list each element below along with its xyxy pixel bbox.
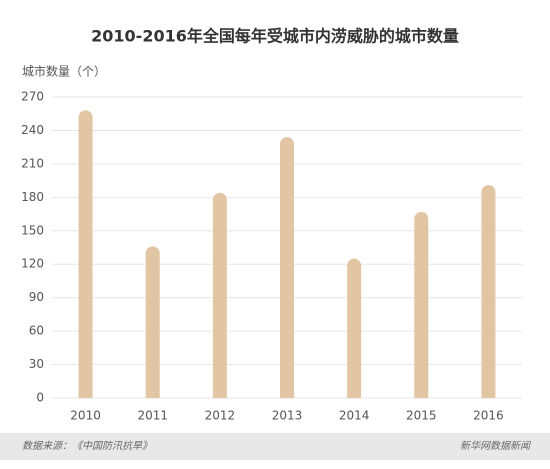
y-tick-label: 180 [21,190,44,204]
x-tick-label: 2012 [205,409,236,423]
x-tick-label: 2016 [473,409,504,423]
bar [145,246,160,398]
x-tick-label: 2011 [137,409,168,423]
chart-title: 2010-2016年全国每年受城市内涝威胁的城市数量 [91,27,459,46]
footer-band [0,433,550,460]
y-tick-label: 270 [21,90,44,104]
y-axis-label: 城市数量（个） [22,64,106,79]
x-tick-label: 2013 [272,409,303,423]
bar [347,258,362,398]
source: 数据来源：《中国防汛抗旱》 [22,440,152,452]
y-tick-label: 0 [36,391,44,405]
x-tick-label: 2010 [70,409,101,423]
y-tick-label: 240 [21,123,44,137]
y-tick-label: 60 [29,324,44,338]
bar [212,192,227,398]
x-tick-label: 2015 [406,409,437,423]
y-tick-label: 210 [21,156,44,170]
y-tick-label: 90 [29,290,44,304]
y-tick-label: 150 [21,223,44,237]
y-tick-label: 120 [21,257,44,271]
x-tick-label: 2014 [339,409,370,423]
bar [481,185,496,398]
y-tick-label: 30 [29,357,44,371]
bar [414,211,429,398]
credit: 新华网数据新闻 [460,440,532,452]
bar [78,110,93,399]
bar [280,137,294,398]
